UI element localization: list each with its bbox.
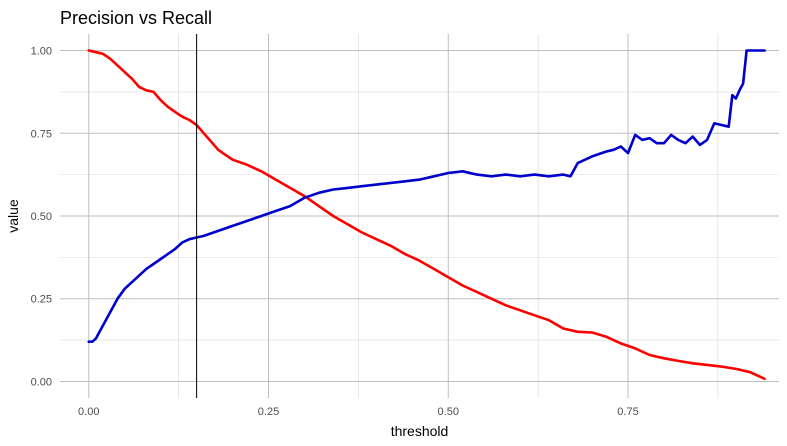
x-tick-label: 0.25 bbox=[258, 406, 279, 418]
tick-labels: 0.00 0.25 0.50 0.75 0.00 0.25 0.50 0.75 1.00 bbox=[31, 46, 639, 418]
blue-series-line bbox=[87, 49, 766, 343]
y-tick-label: 1.00 bbox=[31, 46, 52, 58]
grid-lines bbox=[60, 34, 779, 398]
x-tick-label: 0.50 bbox=[438, 406, 459, 418]
y-tick-label: 0.75 bbox=[31, 128, 52, 140]
y-tick-label: 0.50 bbox=[31, 211, 52, 223]
red-series-line bbox=[87, 49, 766, 381]
y-axis-title: value bbox=[5, 199, 21, 233]
y-tick-label: 0.25 bbox=[31, 294, 52, 306]
x-axis-title: threshold bbox=[391, 423, 449, 439]
x-tick-label: 0.75 bbox=[617, 406, 638, 418]
series-lines bbox=[87, 49, 766, 381]
chart-title: Precision vs Recall bbox=[60, 8, 212, 28]
x-tick-label: 0.00 bbox=[78, 406, 99, 418]
y-tick-label: 0.00 bbox=[31, 376, 52, 388]
